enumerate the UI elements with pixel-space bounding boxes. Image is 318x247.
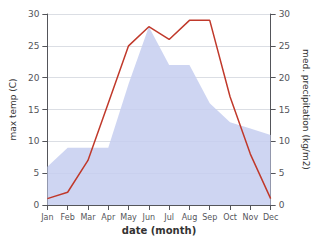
svg-text:15: 15: [279, 105, 290, 115]
svg-text:20: 20: [279, 73, 291, 83]
svg-text:Aug: Aug: [182, 213, 198, 222]
svg-text:med. precipitation (kg/m2): med. precipitation (kg/m2): [301, 49, 311, 170]
svg-text:0: 0: [34, 200, 40, 210]
svg-text:Nov: Nov: [243, 213, 259, 222]
svg-text:Dec: Dec: [263, 213, 278, 222]
svg-text:10: 10: [28, 136, 40, 146]
svg-text:Sep: Sep: [202, 213, 217, 222]
svg-text:15: 15: [28, 105, 39, 115]
svg-text:20: 20: [28, 73, 40, 83]
svg-text:Jun: Jun: [142, 213, 156, 222]
svg-text:10: 10: [279, 136, 291, 146]
svg-text:Mar: Mar: [80, 213, 96, 222]
svg-text:Feb: Feb: [61, 213, 75, 222]
svg-text:25: 25: [279, 41, 290, 51]
svg-text:30: 30: [279, 9, 291, 19]
svg-text:25: 25: [28, 41, 39, 51]
svg-text:Jul: Jul: [163, 213, 174, 222]
svg-text:max temp (C): max temp (C): [8, 78, 18, 140]
svg-text:0: 0: [279, 200, 285, 210]
svg-text:Oct: Oct: [223, 213, 237, 222]
svg-text:Apr: Apr: [101, 213, 116, 222]
svg-text:5: 5: [279, 168, 285, 178]
svg-text:5: 5: [34, 168, 40, 178]
svg-text:30: 30: [28, 9, 40, 19]
svg-text:May: May: [120, 213, 137, 222]
svg-text:Jan: Jan: [40, 213, 53, 222]
svg-text:date (month): date (month): [122, 225, 196, 236]
